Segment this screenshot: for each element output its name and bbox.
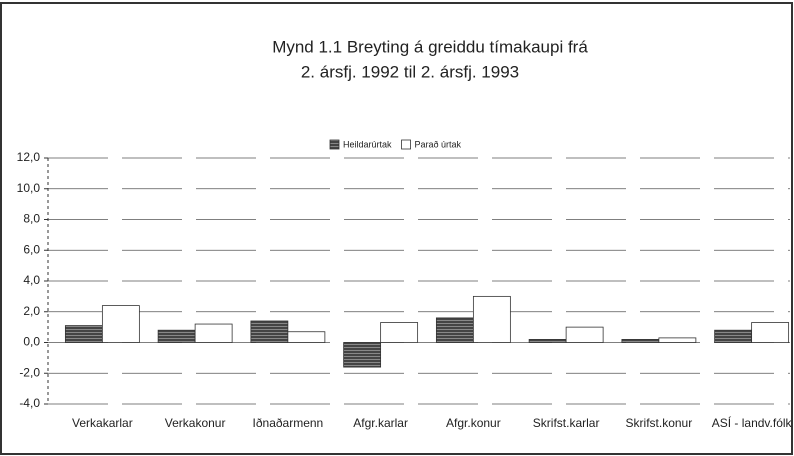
bar	[101, 305, 140, 343]
legend-label: Parað úrtak	[415, 139, 462, 149]
y-tick-label: 6,0	[23, 242, 40, 256]
bar	[435, 317, 474, 343]
x-tick-label: ASÍ - landv.fólk	[711, 416, 792, 430]
bar	[621, 339, 660, 343]
x-tick-label: Afgr.karlar	[353, 416, 408, 430]
x-tick-label: Iðnaðarmenn	[252, 416, 324, 430]
x-tick-label: Skrifst.konur	[625, 416, 693, 430]
legend-swatch	[329, 139, 340, 150]
legend-swatch	[401, 139, 411, 150]
y-tick-label: -4,0	[19, 396, 40, 410]
y-tick-label: 4,0	[23, 273, 40, 287]
bar	[250, 320, 289, 343]
x-tick-label: Afgr.konur	[446, 416, 501, 430]
chart-title: 2. ársfj. 1992 til 2. ársfj. 1993	[301, 62, 519, 81]
bar	[472, 295, 511, 343]
y-tick-label: 12,0	[17, 150, 41, 164]
bar	[751, 322, 790, 343]
bar	[528, 339, 567, 343]
bar	[343, 342, 382, 368]
y-tick-label: -2,0	[19, 365, 40, 379]
bar	[565, 326, 604, 343]
y-tick-label: 2,0	[23, 304, 40, 318]
y-tick-label: 10,0	[17, 181, 41, 195]
bar	[157, 329, 196, 343]
legend-label: Heildarúrtak	[343, 139, 392, 149]
y-tick-label: 8,0	[23, 212, 40, 226]
bar	[658, 337, 697, 343]
x-tick-label: Verkakarlar	[72, 416, 133, 430]
y-tick-label: 0,0	[23, 335, 40, 349]
bar	[287, 331, 326, 343]
bar	[194, 323, 233, 343]
bar	[714, 329, 753, 343]
bar	[64, 325, 103, 343]
bar	[380, 322, 419, 343]
chart-title: Mynd 1.1 Breyting á greiddu tímakaupi fr…	[272, 37, 588, 56]
x-tick-label: Verkakonur	[164, 416, 226, 430]
x-tick-label: Skrifst.karlar	[532, 416, 600, 430]
